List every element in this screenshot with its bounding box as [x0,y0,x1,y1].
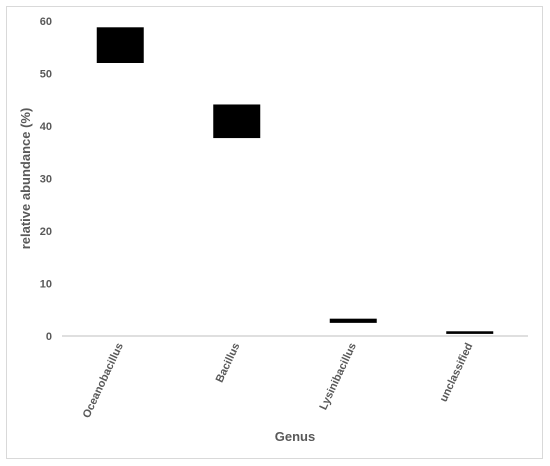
y-tick-label: 20 [40,226,52,238]
x-tick-label: unclassified [438,341,476,404]
x-axis-ticks: Oceanobacillus Bacillus Lysinibacillus uncl… [81,341,476,420]
y-tick-label: 60 [40,16,52,28]
chart-frame [6,6,543,459]
y-tick-label: 30 [40,174,52,186]
y-axis-ticks: 0 10 20 30 40 50 60 [40,16,52,343]
range-box-unclassified [446,331,494,334]
y-tick-label: 10 [40,279,52,291]
x-tick-label: Lysinibacillus [318,341,359,412]
y-tick-label: 0 [46,331,52,343]
x-tick-label: Oceanobacillus [81,341,126,420]
range-box-bacillus [213,104,261,139]
y-tick-label: 50 [40,69,52,81]
data-boxes [96,27,494,334]
x-tick-label: Bacillus [214,341,243,384]
range-box-lysinibacillus [329,318,377,323]
x-axis-title: Genus [275,429,315,444]
y-axis-title: relative abundance (%) [18,108,33,250]
y-tick-label: 40 [40,121,52,133]
range-box-oceanobacillus [96,27,144,63]
